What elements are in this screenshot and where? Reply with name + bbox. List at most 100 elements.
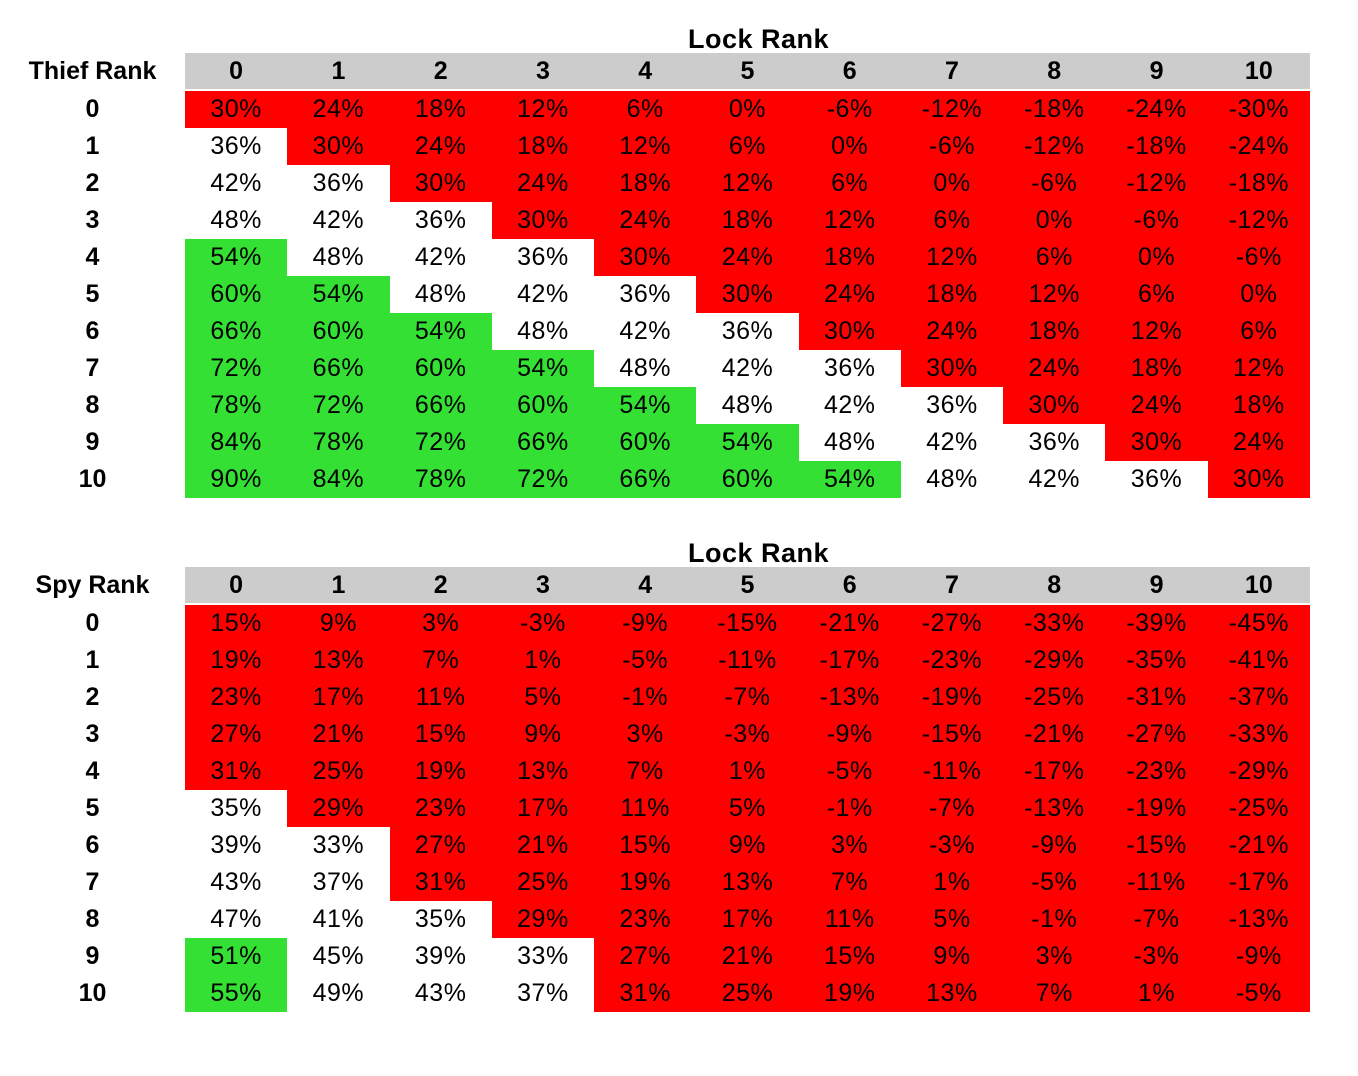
grid-cell: 18% bbox=[1105, 350, 1208, 387]
grid-cell: -19% bbox=[1105, 790, 1208, 827]
grid-cell: 13% bbox=[491, 753, 595, 790]
col-header: 6 bbox=[798, 53, 901, 91]
grid-cell: -15% bbox=[1105, 827, 1208, 864]
row-header: 3 bbox=[0, 716, 185, 753]
row-header: 7 bbox=[0, 864, 185, 901]
grid-cell: -31% bbox=[1105, 679, 1208, 716]
grid-cell: 35% bbox=[185, 790, 288, 827]
grid-cell: -7% bbox=[900, 790, 1004, 827]
grid-cell: 1% bbox=[491, 642, 595, 679]
table-row: 6 39% 33% 27% 21% 15% 9% 3% -3% -9% -15% -21% bbox=[0, 827, 1310, 864]
grid-cell: 66% bbox=[185, 313, 288, 350]
grid-cell: 25% bbox=[287, 753, 390, 790]
grid-cell: 49% bbox=[287, 975, 390, 1012]
grid-cell: 30% bbox=[1207, 461, 1310, 498]
col-header: 10 bbox=[1207, 567, 1310, 605]
grid-cell: -41% bbox=[1207, 642, 1310, 679]
grid-cell: 24% bbox=[798, 276, 901, 313]
row-header: 1 bbox=[0, 128, 185, 165]
spy-rank-table: Spy Rank 0 1 2 3 4 5 6 7 8 9 10 0 15% 9% 3% -3% -9% -15% -2… bbox=[0, 567, 1310, 1012]
grid-cell: 30% bbox=[1105, 424, 1208, 461]
grid-cell: 54% bbox=[594, 387, 697, 424]
grid-cell: -21% bbox=[1207, 827, 1310, 864]
grid-cell: 60% bbox=[185, 276, 288, 313]
table-row: 5 60% 54% 48% 42% 36% 30% 24% 18% 12% 6% 0% bbox=[0, 276, 1310, 313]
grid-cell: 12% bbox=[696, 165, 799, 202]
col-header: 5 bbox=[696, 567, 799, 605]
grid-cell: -18% bbox=[1105, 128, 1208, 165]
grid-cell: 48% bbox=[798, 424, 901, 461]
grid-cell: 55% bbox=[185, 975, 288, 1012]
grid-cell: 37% bbox=[287, 864, 390, 901]
grid-cell: 21% bbox=[696, 938, 799, 975]
grid-cell: -5% bbox=[798, 753, 901, 790]
grid-cell: 7% bbox=[594, 753, 697, 790]
col-header: 1 bbox=[287, 567, 390, 605]
row-header: 1 bbox=[0, 642, 185, 679]
table-row: 4 31% 25% 19% 13% 7% 1% -5% -11% -17% -23% -29% bbox=[0, 753, 1310, 790]
grid-cell: 17% bbox=[696, 901, 799, 938]
col-header: 2 bbox=[389, 53, 492, 91]
grid-cell: -19% bbox=[900, 679, 1004, 716]
grid-cell: 11% bbox=[594, 790, 697, 827]
grid-cell: 39% bbox=[389, 938, 492, 975]
grid-cell: 30% bbox=[900, 350, 1004, 387]
grid-cell: -18% bbox=[1207, 165, 1310, 202]
grid-cell: -27% bbox=[900, 605, 1004, 642]
grid-cell: 36% bbox=[900, 387, 1004, 424]
grid-cell: 42% bbox=[900, 424, 1004, 461]
grid-cell: -25% bbox=[1003, 679, 1106, 716]
grid-cell: 19% bbox=[389, 753, 492, 790]
table-row: 8 78% 72% 66% 60% 54% 48% 42% 36% 30% 24% 18% bbox=[0, 387, 1310, 424]
grid-cell: -27% bbox=[1105, 716, 1208, 753]
grid-cell: -5% bbox=[1003, 864, 1106, 901]
grid-cell: 42% bbox=[798, 387, 901, 424]
grid-cell: 43% bbox=[389, 975, 492, 1012]
row-header: 6 bbox=[0, 313, 185, 350]
grid-cell: -3% bbox=[491, 605, 595, 642]
table-row: 10 55% 49% 43% 37% 31% 25% 19% 13% 7% 1% -5% bbox=[0, 975, 1310, 1012]
row-header: 8 bbox=[0, 901, 185, 938]
grid-cell: -12% bbox=[900, 91, 1004, 128]
grid-cell: 18% bbox=[900, 276, 1004, 313]
grid-cell: 60% bbox=[594, 424, 697, 461]
grid-cell: 36% bbox=[1003, 424, 1106, 461]
lock-rank-title: Lock Rank bbox=[687, 24, 830, 54]
table-row: 2 23% 17% 11% 5% -1% -7% -13% -19% -25% -31% -37% bbox=[0, 679, 1310, 716]
table-row: 0 30% 24% 18% 12% 6% 0% -6% -12% -18% -24% -30% bbox=[0, 91, 1310, 128]
grid-cell: -25% bbox=[1207, 790, 1310, 827]
grid-cell: 48% bbox=[389, 276, 492, 313]
grid-cell: 24% bbox=[287, 91, 390, 128]
grid-cell: -3% bbox=[900, 827, 1004, 864]
thief-rank-table: Thief Rank 0 1 2 3 4 5 6 7 8 9 10 0 30% 24% 18% 12% 6% 0% -… bbox=[0, 53, 1310, 498]
grid-cell: -33% bbox=[1207, 716, 1310, 753]
grid-cell: 41% bbox=[287, 901, 390, 938]
grid-cell: -6% bbox=[1003, 165, 1106, 202]
grid-cell: 5% bbox=[900, 901, 1004, 938]
grid-cell: -12% bbox=[1105, 165, 1208, 202]
grid-cell: 60% bbox=[287, 313, 390, 350]
grid-cell: -39% bbox=[1105, 605, 1208, 642]
grid-cell: -3% bbox=[1105, 938, 1208, 975]
grid-cell: -6% bbox=[798, 91, 901, 128]
grid-cell: 18% bbox=[798, 239, 901, 276]
grid-cell: 12% bbox=[491, 91, 595, 128]
row-header: 5 bbox=[0, 276, 185, 313]
grid-cell: 13% bbox=[287, 642, 390, 679]
grid-cell: 84% bbox=[185, 424, 288, 461]
grid-cell: 9% bbox=[287, 605, 390, 642]
grid-cell: -11% bbox=[900, 753, 1004, 790]
grid-cell: 33% bbox=[491, 938, 595, 975]
grid-cell: 72% bbox=[389, 424, 492, 461]
grid-cell: 6% bbox=[696, 128, 799, 165]
thief-vs-lock-section: Lock Rank Thief Rank 0 1 2 3 4 5 6 7 8 9 10 0 30% 24% 1… bbox=[0, 26, 1358, 498]
grid-cell: -23% bbox=[1105, 753, 1208, 790]
grid-cell: 84% bbox=[287, 461, 390, 498]
grid-cell: -45% bbox=[1207, 605, 1310, 642]
grid-cell: 31% bbox=[389, 864, 492, 901]
grid-cell: 31% bbox=[185, 753, 288, 790]
table-row: 9 84% 78% 72% 66% 60% 54% 48% 42% 36% 30% 24% bbox=[0, 424, 1310, 461]
table-row: 6 66% 60% 54% 48% 42% 36% 30% 24% 18% 12% 6% bbox=[0, 313, 1310, 350]
grid-cell: 47% bbox=[185, 901, 288, 938]
grid-cell: -5% bbox=[594, 642, 697, 679]
